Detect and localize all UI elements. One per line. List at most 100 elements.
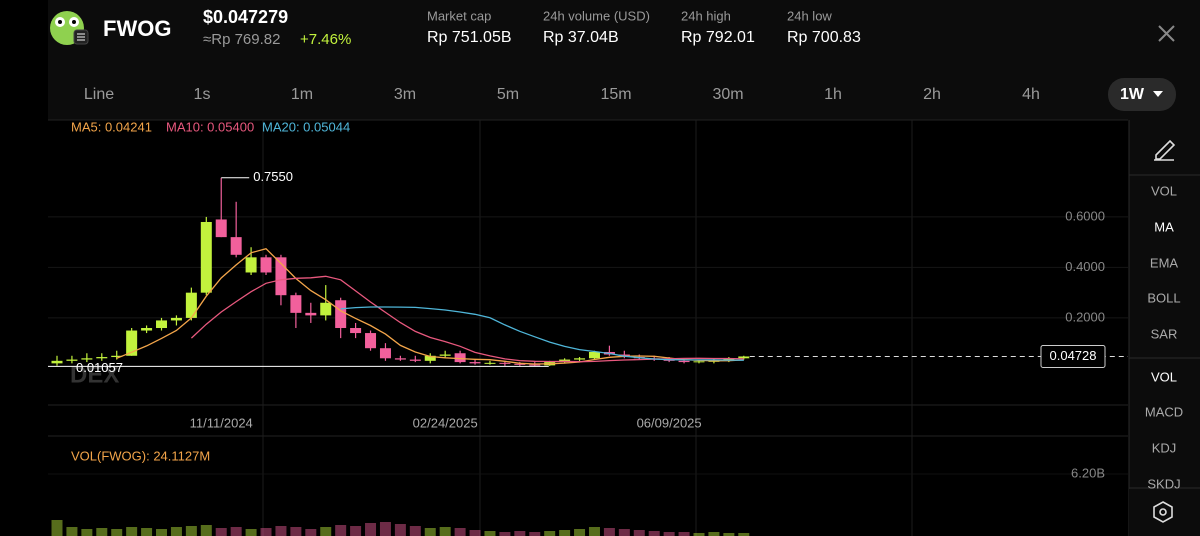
indicator-main[interactable]: BOLL xyxy=(1147,290,1180,305)
volume-bar xyxy=(544,531,556,536)
price: $0.047279 xyxy=(203,7,288,27)
volume-bar xyxy=(230,527,242,536)
indicator-main[interactable]: VOL xyxy=(1151,183,1177,198)
candle-body xyxy=(379,348,391,359)
candle-body xyxy=(514,363,526,365)
volume-bar xyxy=(424,528,436,536)
last-price-box xyxy=(1040,344,1106,368)
volume-bar xyxy=(663,532,675,536)
close-button[interactable] xyxy=(1158,25,1175,42)
timeframe-tab[interactable]: 2h xyxy=(923,86,941,103)
volume-bar xyxy=(559,530,571,536)
token-icon xyxy=(50,11,89,45)
candle-body xyxy=(588,351,600,359)
volume-bar xyxy=(185,526,197,536)
timeframe-tab[interactable]: 1h xyxy=(824,86,842,103)
volume-bar xyxy=(693,533,705,536)
volume-bar xyxy=(633,530,645,536)
stat-value: Rp 700.83 xyxy=(787,29,861,46)
timeframe-tab[interactable]: 15m xyxy=(600,86,631,103)
timeframe-tab[interactable]: 1m xyxy=(291,86,313,103)
stat-label: 24h volume (USD) xyxy=(543,8,650,23)
volume-bar xyxy=(529,532,541,536)
volume-bar xyxy=(51,520,63,536)
candle-body xyxy=(320,302,332,316)
x-tick-label: 11/11/2024 xyxy=(190,415,253,430)
stat-label: 24h low xyxy=(787,8,832,23)
timeframe-tab[interactable]: 4h xyxy=(1022,86,1040,103)
volume-bar xyxy=(111,529,123,536)
volume-bar xyxy=(678,532,690,536)
candle-body xyxy=(454,353,466,363)
candle-body xyxy=(156,320,168,329)
y-tick-label: 0.4000 xyxy=(1065,259,1105,274)
candle-body xyxy=(230,237,242,255)
volume-bar xyxy=(260,528,272,536)
timeframe-tab[interactable]: 1W xyxy=(1120,86,1145,103)
stat-label: Market cap xyxy=(427,8,491,23)
symbol: FWOG xyxy=(103,16,171,41)
indicator-sub[interactable]: VOL xyxy=(1151,369,1177,384)
candle-body xyxy=(245,257,257,273)
stat-label: 24h high xyxy=(681,8,731,23)
candle-body xyxy=(350,328,362,334)
volume-bar xyxy=(603,528,615,536)
settings-button[interactable] xyxy=(1153,501,1173,523)
volume-bar xyxy=(738,533,750,536)
candle-body xyxy=(275,257,287,296)
volume-bar xyxy=(96,528,108,536)
stat-value: Rp 751.05B xyxy=(427,29,512,46)
timeframe-tab[interactable]: 1s xyxy=(194,86,211,103)
sidebar xyxy=(1129,120,1200,536)
volume-bar xyxy=(350,526,362,536)
candle-body xyxy=(111,355,123,358)
volume-bar xyxy=(81,529,93,536)
last-price-label: 0.04728 xyxy=(1050,348,1097,363)
candle-body xyxy=(484,362,496,364)
timeframe-tab[interactable]: Line xyxy=(84,86,114,103)
active-tab-pill xyxy=(1108,78,1176,111)
candle-body xyxy=(529,364,541,366)
y-tick-label: 0.2000 xyxy=(1065,309,1105,324)
volume-bar xyxy=(365,523,377,536)
timeframe-tab[interactable]: 3m xyxy=(394,86,416,103)
candle-body xyxy=(81,358,93,360)
settings-panel xyxy=(1129,489,1200,536)
indicator-sub[interactable]: MACD xyxy=(1145,404,1183,419)
draw-tool-button[interactable] xyxy=(1154,139,1176,161)
volume-bar xyxy=(484,531,496,536)
vertical-grid xyxy=(262,120,913,536)
timeframe-tab[interactable]: 30m xyxy=(712,86,743,103)
indicator-sub[interactable]: KDJ xyxy=(1152,440,1177,455)
timeframe-tabs: Line 1s 1m 3m 5m 15m 30m 1h 2h 4h 1W xyxy=(84,86,1163,103)
volume-bar xyxy=(156,529,168,536)
volume-bar xyxy=(320,527,332,536)
timeframe-tab[interactable]: 5m xyxy=(497,86,519,103)
candle-body xyxy=(693,361,705,363)
candle-body xyxy=(678,360,690,363)
candle-body xyxy=(290,295,302,313)
volume-bar xyxy=(514,531,526,536)
x-tick-label: 02/24/2025 xyxy=(413,415,478,430)
candle-body xyxy=(215,219,227,238)
volume-bar xyxy=(469,530,481,536)
volume-bar xyxy=(574,529,586,536)
volume-bar xyxy=(439,527,451,536)
indicator-main[interactable]: SAR xyxy=(1151,326,1178,341)
indicator-main[interactable]: MA xyxy=(1154,219,1174,234)
price-change: +7.46% xyxy=(300,31,351,48)
volume-bar xyxy=(170,527,182,536)
candle-body xyxy=(141,328,153,331)
volume-bar xyxy=(305,529,317,536)
indicator-main[interactable]: EMA xyxy=(1150,255,1179,270)
watermark: DEX xyxy=(70,361,119,388)
candle-body xyxy=(185,292,197,318)
volume-bar xyxy=(215,528,227,536)
volume-bar xyxy=(335,525,347,536)
header-panel xyxy=(48,0,1200,120)
volume-bar xyxy=(723,533,735,536)
max-label: 0.7550 xyxy=(253,169,293,184)
indicator-sub[interactable]: SKDJ xyxy=(1147,476,1180,491)
candle-body xyxy=(170,317,182,321)
candle-body xyxy=(424,355,436,361)
